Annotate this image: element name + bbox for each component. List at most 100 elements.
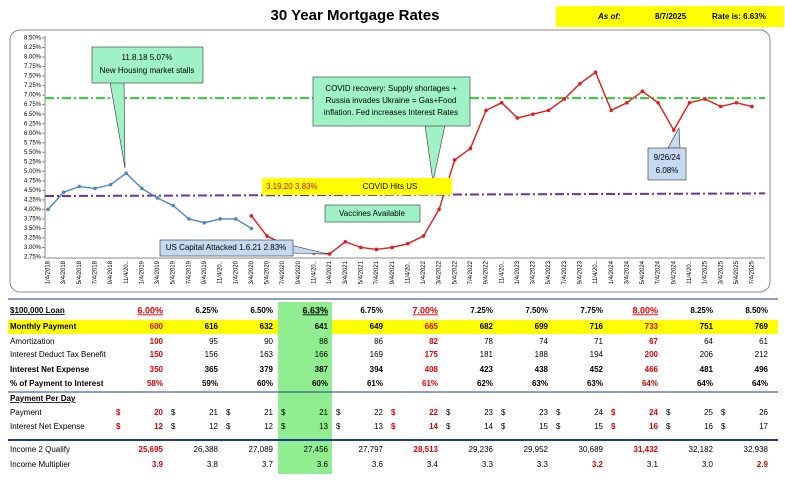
y-tick-label: 6.50% [24,112,42,118]
current-rate: Rate is: 6.63% [712,12,766,21]
y-tick-label: 3.50% [24,226,42,232]
data-point [656,100,660,105]
table-cell: 206 [700,350,714,359]
table-cell: 3.4 [427,460,439,469]
annotation: US Capital Attacked 1.6.21 2.83% [166,243,287,252]
data-point [718,104,723,109]
x-tick-label: 7/4/2018 [93,260,99,284]
table-cell: 200 [645,350,659,359]
table-cell: 166 [315,350,329,359]
currency-sign: $ [446,422,451,431]
data-point [562,97,567,101]
table-cell: 30,689 [579,445,604,454]
table-cell: 365 [205,365,219,374]
data-point [155,196,160,200]
table-cell: 63% [532,379,548,388]
x-tick-label: 9/4/2018 [108,260,114,284]
currency-sign: $ [391,422,396,431]
x-tick-label: 5/4/2019 [171,260,177,284]
x-tick-label: 3/4/2022 [437,260,443,284]
table-cell: 21 [209,408,218,417]
table-cell: 175 [425,350,439,359]
table-cell: 3.2 [592,460,604,469]
table-cell: 632 [260,322,274,331]
table-cell: 31,432 [634,445,659,454]
table-cell: 496 [755,365,769,374]
table-cell: 64 [704,337,713,346]
x-tick-label: 7/4/2025 [750,260,756,284]
y-tick-label: 3.00% [24,245,42,251]
y-tick-label: 7.00% [24,93,42,99]
data-point [734,100,739,105]
annotation: COVID Hits US [363,182,418,191]
table-cell: 90 [264,337,273,346]
annotation: Vaccines Available [339,209,406,218]
table-cell: 14 [484,422,493,431]
table-cell: 12 [154,422,163,431]
data-point [249,214,254,218]
currency-sign: $ [666,422,671,431]
table-cell: 2.9 [757,460,769,469]
data-point [499,100,504,105]
table-cell: 8.50% [745,306,768,315]
x-tick-label: 11/4/20.. [405,261,411,284]
table-cell: 95 [209,337,218,346]
data-point [108,182,113,187]
x-tick-label: 3/4/2020 [249,260,255,284]
x-tick-label: 5/4/2020 [265,260,271,284]
data-point [46,207,50,212]
table-cell: 3.1 [647,460,659,469]
y-tick-label: 6.75% [24,102,42,108]
y-tick-label: 3.75% [24,216,42,222]
x-tick-label: 1/4/2021 [327,260,333,284]
x-tick-label: 1/4/2019 [139,260,145,284]
table-cell: 466 [645,365,659,374]
data-point [593,70,598,75]
row-fill [8,320,778,334]
table-cell: 438 [535,365,549,374]
currency-sign: $ [281,408,286,417]
annotation: COVID recovery: Supply shortages + [325,84,457,93]
y-tick-label: 5.75% [24,140,42,146]
x-tick-label: 7/4/2021 [374,260,380,284]
data-point [484,108,488,113]
y-tick-label: 6.25% [24,121,42,127]
table-cell: 67 [649,337,658,346]
as-of-date: 8/7/2025 [655,12,687,21]
x-tick-label: 5/4/2018 [77,260,83,284]
data-point [202,220,207,225]
annotation: 6.08% [656,166,679,175]
data-point [750,104,754,109]
table-cell: 408 [425,365,439,374]
callout-box [91,46,204,84]
currency-sign: $ [501,422,506,431]
table-cell: 181 [480,350,494,359]
table-cell: 194 [590,350,604,359]
annotation: inflation. Fed increases Interest Rates [324,108,458,117]
y-tick-label: 3.25% [24,236,42,242]
row-label: $100,000 Loan [10,306,65,315]
currency-sign: $ [336,408,341,417]
currency-sign: $ [116,408,121,417]
x-tick-label: 1/4/2025 [703,260,709,284]
data-point [140,186,144,191]
table-cell: 716 [590,322,604,331]
y-tick-label: 4.25% [24,197,42,203]
table-cell: 7.75% [580,306,603,315]
table-cell: 71 [594,337,603,346]
table-cell: 481 [700,365,714,374]
x-tick-label: 5/4/2023 [546,260,552,284]
table-cell: 3.8 [207,460,219,469]
table-cell: 212 [755,350,769,359]
currency-sign: $ [336,422,341,431]
table-cell: 17 [759,422,768,431]
table-cell: 665 [425,322,439,331]
x-tick-label: 3/4/2025 [718,260,724,284]
annotation: New Housing market stalls [100,66,195,75]
y-tick-label: 7.25% [24,83,42,89]
table-cell: 379 [260,365,274,374]
x-tick-label: 11/4/20.. [312,261,318,284]
table-cell: 12 [209,422,218,431]
currency-sign: $ [281,422,286,431]
table-cell: 22 [374,408,383,417]
